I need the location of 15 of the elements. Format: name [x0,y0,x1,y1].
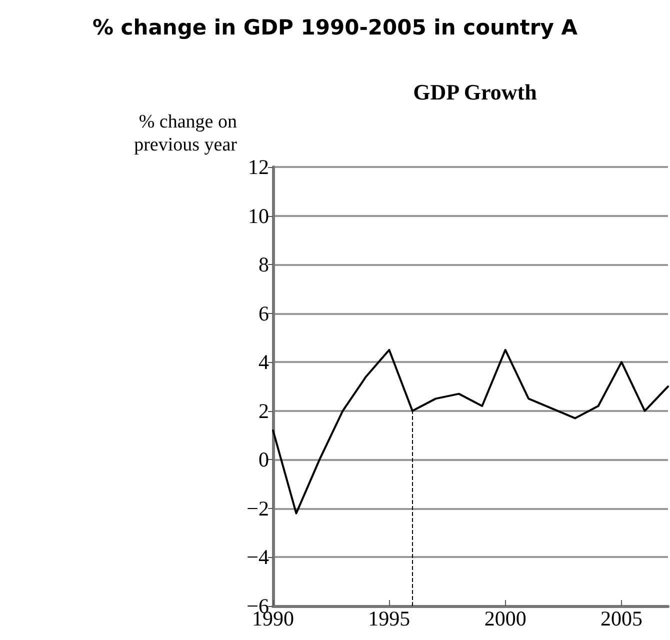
y-tick-label: −4 [246,545,270,570]
x-tick-label: 1995 [368,606,410,630]
y-axis-title: % change on previous year [134,112,238,156]
chart-title: % change in GDP 1990-2005 in country A [92,16,578,40]
y-tick-label: 4 [258,350,270,374]
y-tick-label: −2 [246,496,269,520]
y-tick-label: 2 [258,398,269,423]
y-tick-label: 0 [258,448,269,472]
y-tick-label: 10 [248,204,269,228]
x-tick-label: 2000 [484,606,526,630]
y-tick-label: 8 [258,252,269,277]
y-tick-label: 6 [258,301,269,326]
y-tick-label: 12 [248,155,269,179]
x-tick-label: 2005 [600,606,643,630]
chart-subtitle: GDP Growth [413,80,537,104]
